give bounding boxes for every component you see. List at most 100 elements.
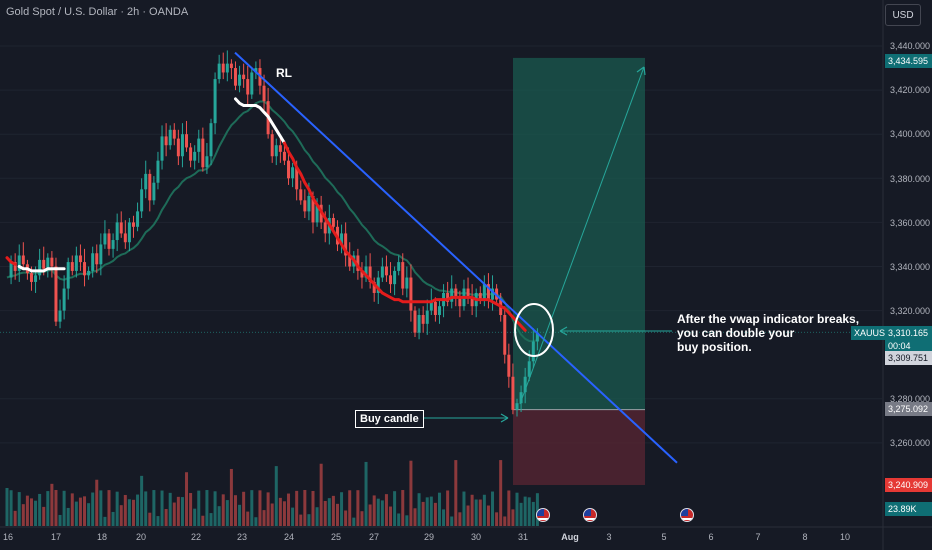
x-tick-label: 25 <box>330 532 342 542</box>
candle-body <box>429 301 433 311</box>
candle-body <box>299 189 303 201</box>
volume-bar <box>364 461 368 526</box>
loss-zone <box>513 409 645 485</box>
rl-label: RL <box>276 66 292 80</box>
candle-body <box>340 233 344 245</box>
candle-body <box>389 275 393 285</box>
x-tick-label: 3 <box>606 532 612 542</box>
volume-bar <box>531 501 535 526</box>
volume-bar <box>303 490 307 526</box>
candle-body <box>360 270 364 278</box>
candle-body <box>425 310 429 324</box>
candle-body <box>323 222 327 234</box>
volume-bar <box>470 494 474 526</box>
candle-body <box>83 262 87 276</box>
candle-body <box>421 315 425 324</box>
countdown-label: 00:04 <box>885 339 932 353</box>
volume-bar <box>331 495 335 526</box>
vwap-line <box>5 256 17 266</box>
candle-body <box>433 301 437 316</box>
candle-body <box>437 306 441 316</box>
candle-body <box>58 310 62 322</box>
volume-bar <box>368 504 372 526</box>
candle-body <box>278 145 282 152</box>
volume-bar <box>352 517 356 526</box>
resistance-trendline <box>234 51 678 464</box>
volume-bar <box>335 503 339 526</box>
volume-bar <box>425 497 429 526</box>
y-tick-label: 3,380.000 <box>890 174 931 184</box>
candle-body <box>478 292 482 300</box>
candle-body <box>225 63 229 73</box>
symbol-tag: XAUUSD <box>851 326 895 340</box>
candle-body <box>523 376 527 393</box>
candle-body <box>46 257 50 269</box>
candle-body <box>54 266 58 322</box>
x-tick-label: 20 <box>135 532 147 542</box>
target-arrowhead <box>636 66 646 76</box>
volume-bar <box>258 490 262 526</box>
x-tick-label: 6 <box>708 532 714 542</box>
volume-bar <box>348 490 352 526</box>
volume-bar <box>172 502 176 526</box>
target-arrow <box>519 66 645 405</box>
volume-bar <box>13 510 17 526</box>
volume-bar <box>393 491 397 526</box>
volume-bar <box>111 511 115 526</box>
candle-body <box>376 277 380 293</box>
volume-bar <box>217 506 221 526</box>
vwap-line <box>234 97 286 145</box>
candle-body <box>238 74 242 86</box>
volume-bar <box>91 492 95 526</box>
candle-body <box>17 255 21 271</box>
y-tick-label: 3,420.000 <box>890 85 931 95</box>
volume-bar <box>376 498 380 526</box>
volume-bar <box>140 475 144 526</box>
volume-bar <box>287 493 291 526</box>
annotation-line-3: buy position. <box>677 340 752 354</box>
us-flag-icon[interactable] <box>680 508 694 522</box>
volume-bar <box>356 490 360 526</box>
candle-body <box>356 255 360 271</box>
volume-bar <box>205 490 209 526</box>
us-flag-icon[interactable] <box>536 508 550 522</box>
breakout-circle <box>514 303 554 357</box>
volume-bar <box>197 490 201 526</box>
currency-button[interactable]: USD <box>885 4 921 26</box>
x-tick-label: 7 <box>755 532 761 542</box>
x-tick-label: 18 <box>96 532 108 542</box>
candle-body <box>380 266 384 278</box>
candle-body <box>136 211 140 227</box>
candle-body <box>486 284 490 300</box>
volume-bar <box>491 491 495 526</box>
candle-body <box>197 138 201 152</box>
candle-body <box>70 262 74 271</box>
candle-body <box>103 233 107 245</box>
volume-bar <box>246 511 250 526</box>
chart-title: Gold Spot / U.S. Dollar · 2h · OANDA <box>6 6 189 18</box>
volume-bar <box>213 491 217 526</box>
volume-bar <box>144 491 148 526</box>
candle-body <box>393 270 397 285</box>
candle-body <box>384 266 388 276</box>
volume-bar <box>25 495 29 526</box>
volume-bar <box>127 499 131 526</box>
volume-bar <box>262 510 266 526</box>
candle-body <box>21 255 25 265</box>
volume-bar <box>46 491 50 526</box>
x-tick-label: 16 <box>2 532 14 542</box>
candle-body <box>42 259 46 269</box>
volume-bar <box>405 515 409 526</box>
stop-price-label: 3,240.909 <box>885 478 932 492</box>
volume-bar <box>507 490 511 526</box>
moving-average-line <box>6 100 538 343</box>
candle-body <box>515 403 519 410</box>
candle-body <box>254 68 258 73</box>
candle-body <box>519 392 523 404</box>
volume-bar <box>168 492 172 526</box>
candle-body <box>201 138 205 168</box>
us-flag-icon[interactable] <box>583 508 597 522</box>
volume-bar <box>527 497 531 526</box>
volume-bar <box>87 503 91 526</box>
